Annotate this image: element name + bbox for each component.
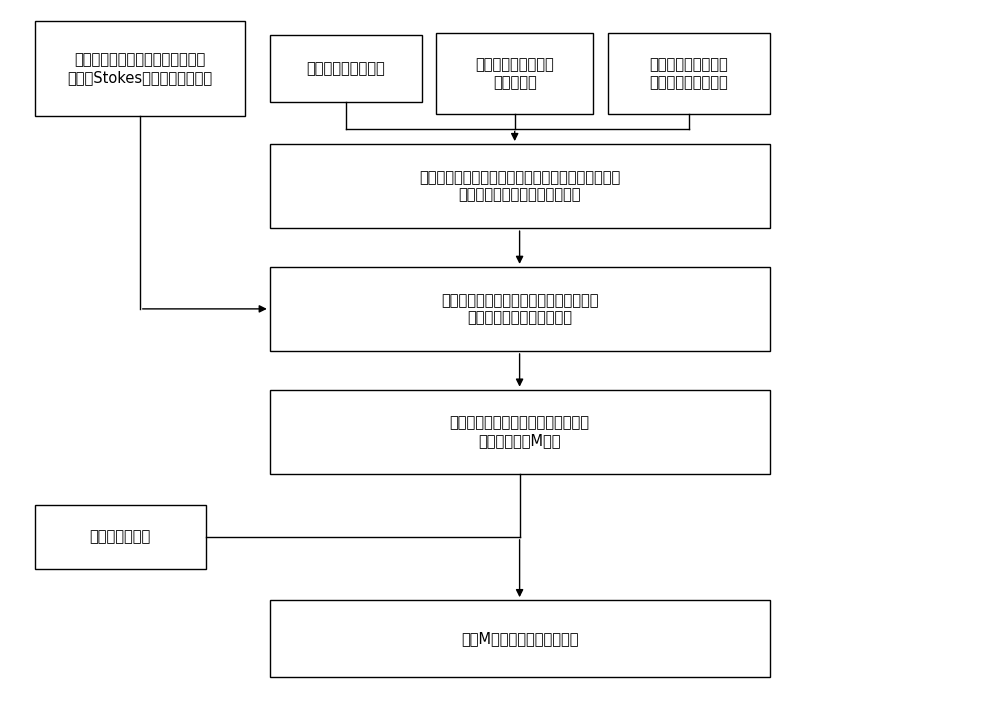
- Text: 建立适用于相关型全极化微波辐射
计的四Stokes参数天线温度方程: 建立适用于相关型全极化微波辐射 计的四Stokes参数天线温度方程: [67, 52, 212, 84]
- FancyBboxPatch shape: [270, 600, 770, 677]
- Text: 利用仿真的天线温度和地球场景亮温
回归交叉极化M矩阵: 利用仿真的天线温度和地球场景亮温 回归交叉极化M矩阵: [450, 415, 590, 448]
- FancyBboxPatch shape: [34, 21, 245, 116]
- Text: 利用建立的全极化天线温度方程计算对应
于各个地球场景的天线温度: 利用建立的全极化天线温度方程计算对应 于各个地球场景的天线温度: [441, 293, 598, 325]
- FancyBboxPatch shape: [608, 33, 770, 114]
- Text: 创建地球场景数据集: 创建地球场景数据集: [306, 61, 385, 76]
- FancyBboxPatch shape: [34, 505, 206, 569]
- FancyBboxPatch shape: [270, 144, 770, 228]
- Text: 格点化天线方向图并
将其投影到地球表面: 格点化天线方向图并 将其投影到地球表面: [649, 57, 728, 90]
- FancyBboxPatch shape: [436, 33, 593, 114]
- Text: 利用全极化微波辐射传输模型计算格点处对应于各地
球场景以及频率的地球辐射亮温: 利用全极化微波辐射传输模型计算格点处对应于各地 球场景以及频率的地球辐射亮温: [419, 170, 620, 203]
- FancyBboxPatch shape: [270, 390, 770, 474]
- Text: 辐射计天线温度: 辐射计天线温度: [90, 529, 151, 544]
- Text: 使用M矩阵校正天线交叉极化: 使用M矩阵校正天线交叉极化: [461, 632, 578, 646]
- FancyBboxPatch shape: [270, 267, 770, 351]
- FancyBboxPatch shape: [270, 35, 422, 102]
- Text: 以观测中心频率为基
准划分带宽: 以观测中心频率为基 准划分带宽: [475, 57, 554, 90]
